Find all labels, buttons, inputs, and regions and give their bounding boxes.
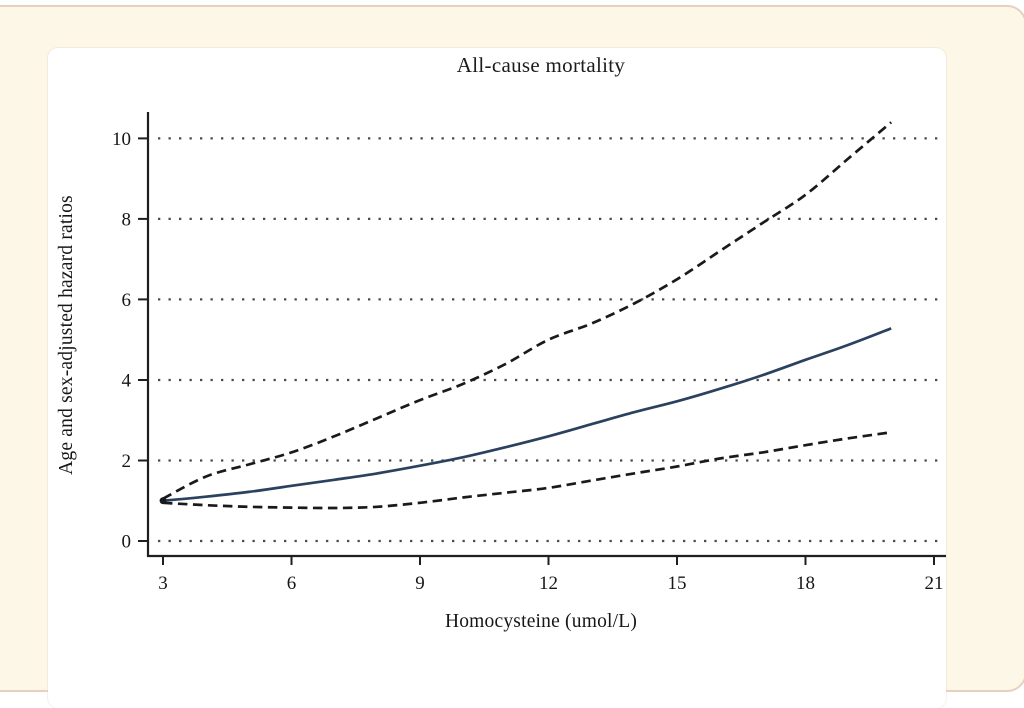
series-lower-dashed-band <box>162 430 892 510</box>
chart-title: All-cause mortality <box>456 53 626 77</box>
x-tick-label-15: 15 <box>668 573 687 594</box>
y-tick-label-2: 2 <box>122 451 132 472</box>
x-axis-title: Homocysteine (umol/L) <box>444 611 638 632</box>
y-tick-label-10: 10 <box>112 129 131 150</box>
y-tick-label-6: 6 <box>122 290 132 311</box>
chart-panel: 0 2 4 6 8 10 3 6 9 12 15 18 21 All-cause mortality A… <box>48 48 946 708</box>
series-start-marker <box>159 497 167 505</box>
x-tick-label-3: 3 <box>158 573 168 594</box>
y-axis-title-text: Age and sex-adjusted hazard ratios <box>56 195 77 475</box>
y-tick-label-4: 4 <box>122 371 132 392</box>
y-tick-label-0: 0 <box>122 532 132 553</box>
series-upper-dashed-band <box>162 121 893 500</box>
x-tick-label-12: 12 <box>539 573 558 594</box>
x-tick-label-21: 21 <box>925 573 944 594</box>
chart-canvas: 0 2 4 6 8 10 3 6 9 12 15 18 21 <box>112 112 946 594</box>
x-tick-label-9: 9 <box>415 573 425 594</box>
x-tick-label-18: 18 <box>796 573 815 594</box>
x-tick-label-6: 6 <box>287 573 297 594</box>
series-hazard-ratio-estimate <box>162 327 892 503</box>
y-tick-label-8: 8 <box>122 209 132 230</box>
